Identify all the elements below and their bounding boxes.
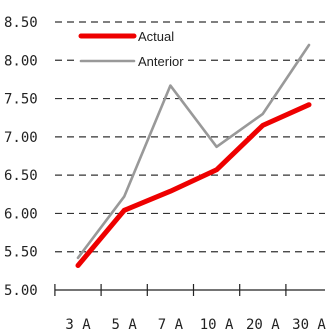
- x-tick-label: 7 A: [158, 317, 184, 333]
- y-tick-label: 6.50: [4, 168, 38, 184]
- series-line-actual: [75, 102, 312, 268]
- legend-background: [76, 24, 188, 70]
- y-tick-label: 5.50: [4, 245, 38, 261]
- y-tick-label: 7.00: [4, 130, 38, 146]
- legend-label-actual: Actual: [138, 29, 174, 44]
- legend-label-anterior: Anterior: [138, 54, 184, 69]
- y-tick-label: 8.50: [4, 15, 38, 31]
- legend: Actual Anterior: [76, 24, 188, 70]
- y-tick-label: 7.50: [4, 92, 38, 108]
- x-tick-label: 10 A: [200, 317, 234, 333]
- x-tick-label: 3 A: [65, 317, 91, 333]
- series-line-anterior: [76, 43, 311, 260]
- axes: 5.00 5.50 6.00 6.50 7.00 7.50 8.00 8.50 3 A 5 A 7 …: [4, 15, 326, 333]
- series-lines: [75, 43, 312, 268]
- y-tick-label: 6.00: [4, 206, 38, 222]
- gridlines: [55, 21, 325, 253]
- y-tick-label: 5.00: [4, 283, 38, 299]
- x-tick-label: 30 A: [292, 317, 326, 333]
- x-tick-label: 20 A: [246, 317, 280, 333]
- y-tick-label: 8.00: [4, 53, 38, 69]
- x-tick-label: 5 A: [112, 317, 138, 333]
